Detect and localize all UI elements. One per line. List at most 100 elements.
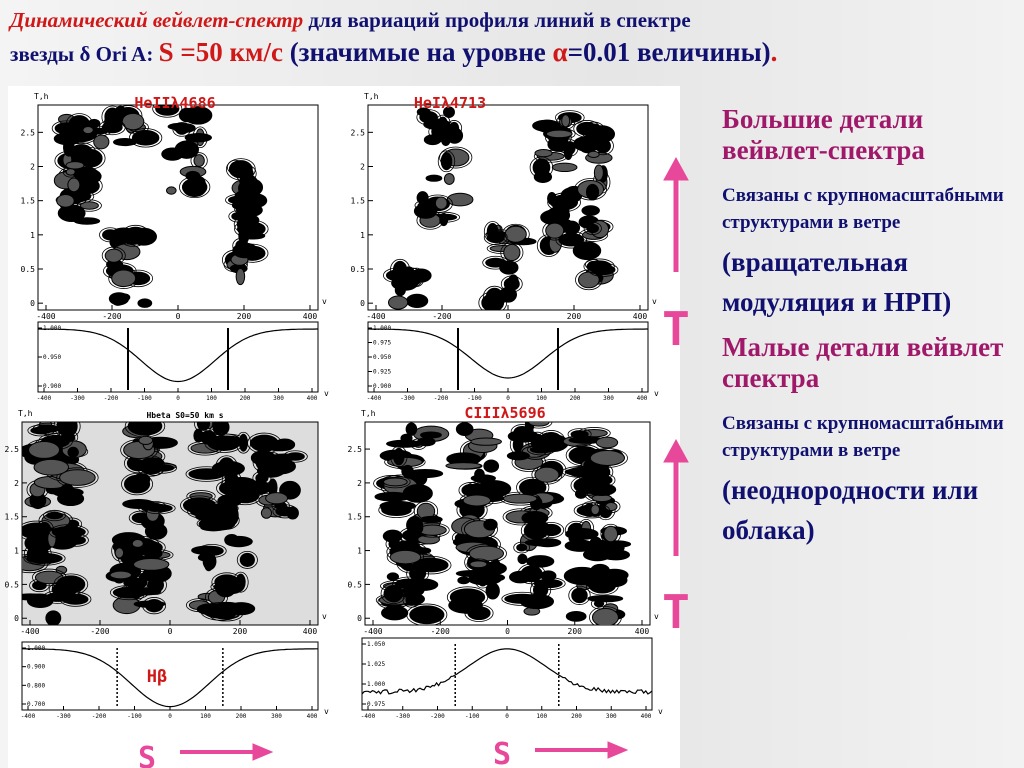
blob bbox=[483, 459, 500, 473]
blob bbox=[146, 502, 165, 512]
x-tick-label: 0 bbox=[506, 312, 511, 321]
blob bbox=[54, 122, 78, 135]
contour bbox=[390, 445, 408, 468]
blob bbox=[469, 560, 488, 569]
contour bbox=[242, 199, 258, 221]
blob bbox=[586, 223, 599, 234]
title-part: δ bbox=[79, 42, 91, 66]
contour bbox=[581, 121, 606, 141]
y-tick-label: 0 bbox=[14, 614, 19, 623]
blobs bbox=[383, 106, 619, 310]
y-tick-label: 0.900 bbox=[27, 664, 45, 671]
y-tick-label: 1 bbox=[14, 547, 19, 556]
x-tick-label: -400 bbox=[36, 312, 55, 321]
y-tick-label: 0 bbox=[30, 299, 35, 308]
blob bbox=[383, 585, 404, 603]
x-tick-label: -200 bbox=[102, 312, 121, 321]
blob bbox=[585, 183, 600, 201]
blob bbox=[193, 428, 204, 443]
contour bbox=[446, 586, 489, 608]
blob bbox=[589, 450, 626, 466]
blob bbox=[462, 494, 492, 507]
blob bbox=[389, 549, 422, 565]
blob bbox=[420, 204, 431, 219]
blob bbox=[425, 174, 443, 182]
blob bbox=[506, 451, 530, 461]
contour bbox=[585, 259, 602, 270]
x-tick-label: 0 bbox=[176, 395, 180, 402]
axis-label: T,h bbox=[361, 409, 376, 418]
axis-label: v bbox=[654, 612, 659, 621]
x-tick-label: -400 bbox=[366, 312, 385, 321]
y-tick-label: 0.5 bbox=[21, 265, 36, 274]
y-tick-label: 0.950 bbox=[43, 354, 61, 361]
blob bbox=[405, 422, 418, 436]
blob bbox=[79, 201, 99, 210]
blob bbox=[485, 287, 504, 306]
blob bbox=[547, 192, 557, 205]
blob bbox=[51, 526, 86, 538]
x-tick-label: -200 bbox=[90, 627, 109, 636]
blob bbox=[212, 601, 243, 615]
blob bbox=[579, 241, 591, 254]
blob bbox=[237, 221, 266, 237]
contour bbox=[129, 128, 163, 148]
x-tick-label: 400 bbox=[633, 312, 648, 321]
contour bbox=[527, 431, 548, 452]
blob bbox=[118, 293, 131, 302]
contour bbox=[43, 509, 66, 522]
blob bbox=[588, 571, 614, 587]
contour bbox=[538, 521, 565, 539]
arrow-label: T bbox=[662, 585, 690, 639]
blob bbox=[561, 114, 571, 128]
blob bbox=[112, 298, 124, 306]
blob bbox=[468, 545, 505, 562]
x-tick-label: -400 bbox=[367, 395, 382, 402]
blob bbox=[65, 161, 85, 170]
blob bbox=[474, 468, 485, 481]
blob bbox=[388, 295, 409, 310]
contour bbox=[75, 147, 106, 170]
blob bbox=[604, 501, 618, 512]
x-tick-label: 300 bbox=[271, 713, 282, 720]
contour bbox=[32, 422, 64, 435]
blob bbox=[111, 269, 137, 288]
arrow-label: T bbox=[662, 302, 690, 356]
blob bbox=[235, 268, 246, 286]
x-tick-label: -200 bbox=[430, 713, 445, 720]
blob bbox=[155, 105, 180, 116]
blob bbox=[65, 168, 76, 176]
x-tick-label: -200 bbox=[432, 312, 451, 321]
panel-label: CIIIλ5696 bbox=[464, 404, 545, 422]
blob bbox=[184, 132, 212, 143]
title-part: звезды bbox=[10, 42, 80, 66]
blob bbox=[239, 552, 255, 567]
blob bbox=[526, 555, 555, 568]
blob bbox=[443, 172, 455, 185]
y-tick-label: 1.000 bbox=[27, 645, 45, 652]
blob bbox=[516, 543, 528, 552]
blob bbox=[567, 466, 604, 478]
x-tick-label: 200 bbox=[237, 312, 252, 321]
x-tick-label: 0 bbox=[176, 312, 181, 321]
y-tick-label: 1 bbox=[357, 547, 362, 556]
contour bbox=[380, 475, 411, 489]
x-tick-label: 400 bbox=[637, 395, 648, 402]
blob bbox=[56, 193, 75, 208]
contour bbox=[48, 524, 89, 540]
blob bbox=[73, 217, 101, 225]
contour bbox=[422, 194, 453, 214]
title-part: α bbox=[552, 37, 568, 67]
blob bbox=[504, 225, 527, 243]
contour bbox=[586, 448, 628, 468]
x-tick-label: -300 bbox=[396, 713, 411, 720]
text: Связаны с крупномасштабными структурами … bbox=[722, 185, 1004, 233]
blob bbox=[449, 588, 486, 606]
blob bbox=[401, 464, 414, 478]
contour bbox=[23, 542, 52, 565]
contour bbox=[567, 428, 592, 441]
blob bbox=[593, 164, 604, 181]
x-tick-label: -100 bbox=[127, 713, 142, 720]
blob bbox=[138, 435, 154, 445]
contour bbox=[583, 258, 615, 275]
